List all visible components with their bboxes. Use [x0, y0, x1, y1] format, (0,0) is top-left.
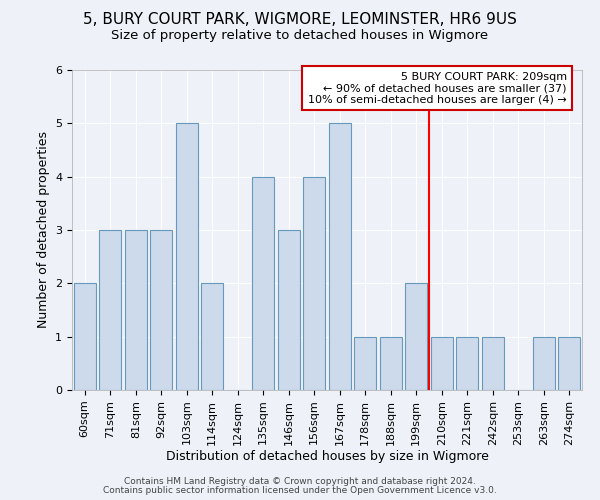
- Bar: [304, 176, 325, 390]
- Bar: [559, 336, 580, 390]
- X-axis label: Distribution of detached houses by size in Wigmore: Distribution of detached houses by size …: [166, 450, 488, 464]
- Text: 5, BURY COURT PARK, WIGMORE, LEOMINSTER, HR6 9US: 5, BURY COURT PARK, WIGMORE, LEOMINSTER,…: [83, 12, 517, 28]
- Bar: [533, 336, 554, 390]
- Bar: [329, 124, 350, 390]
- Bar: [253, 176, 274, 390]
- Text: 5 BURY COURT PARK: 209sqm
← 90% of detached houses are smaller (37)
10% of semi-: 5 BURY COURT PARK: 209sqm ← 90% of detac…: [308, 72, 567, 105]
- Bar: [278, 230, 299, 390]
- Bar: [100, 230, 121, 390]
- Bar: [380, 336, 401, 390]
- Bar: [202, 284, 223, 390]
- Text: Size of property relative to detached houses in Wigmore: Size of property relative to detached ho…: [112, 28, 488, 42]
- Text: Contains HM Land Registry data © Crown copyright and database right 2024.: Contains HM Land Registry data © Crown c…: [124, 477, 476, 486]
- Bar: [151, 230, 172, 390]
- Bar: [457, 336, 478, 390]
- Bar: [355, 336, 376, 390]
- Text: Contains public sector information licensed under the Open Government Licence v3: Contains public sector information licen…: [103, 486, 497, 495]
- Y-axis label: Number of detached properties: Number of detached properties: [37, 132, 50, 328]
- Bar: [125, 230, 146, 390]
- Bar: [176, 124, 197, 390]
- Bar: [74, 284, 95, 390]
- Bar: [482, 336, 503, 390]
- Bar: [406, 284, 427, 390]
- Bar: [431, 336, 452, 390]
